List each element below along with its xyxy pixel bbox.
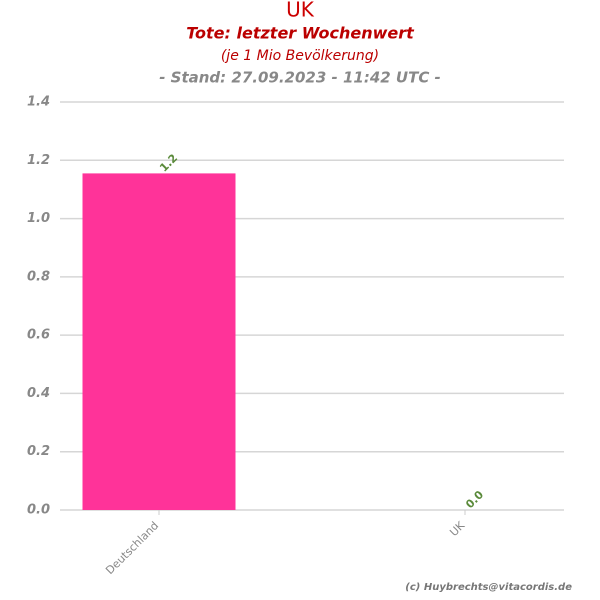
value-label: 1.2 — [157, 152, 180, 175]
y-tick-label: 0.6 — [27, 328, 50, 343]
value-label: 0.0 — [463, 488, 486, 511]
x-tick-label: Deutschland — [103, 519, 161, 577]
chart-subtitle: (je 1 Mio Bevölkerung) — [221, 48, 379, 64]
y-tick-label: 1.2 — [27, 153, 50, 168]
bar — [82, 173, 236, 510]
y-tick-label: 0.0 — [27, 503, 50, 518]
footer: (c) Huybrechts@vitacordis.de — [405, 582, 572, 593]
chart-subtitle: - Stand: 27.09.2023 - 11:42 UTC - — [159, 69, 441, 87]
y-tick-label: 0.4 — [27, 386, 50, 401]
y-tick-label: 1.4 — [27, 95, 50, 110]
x-tick-label: UK — [447, 518, 468, 539]
y-tick-label: 0.8 — [27, 269, 50, 284]
chart-title: UK — [286, 0, 315, 22]
y-tick-label: 1.0 — [27, 211, 50, 226]
chart-subtitle: Tote: letzter Wochenwert — [186, 24, 415, 43]
y-tick-label: 0.2 — [27, 444, 50, 459]
